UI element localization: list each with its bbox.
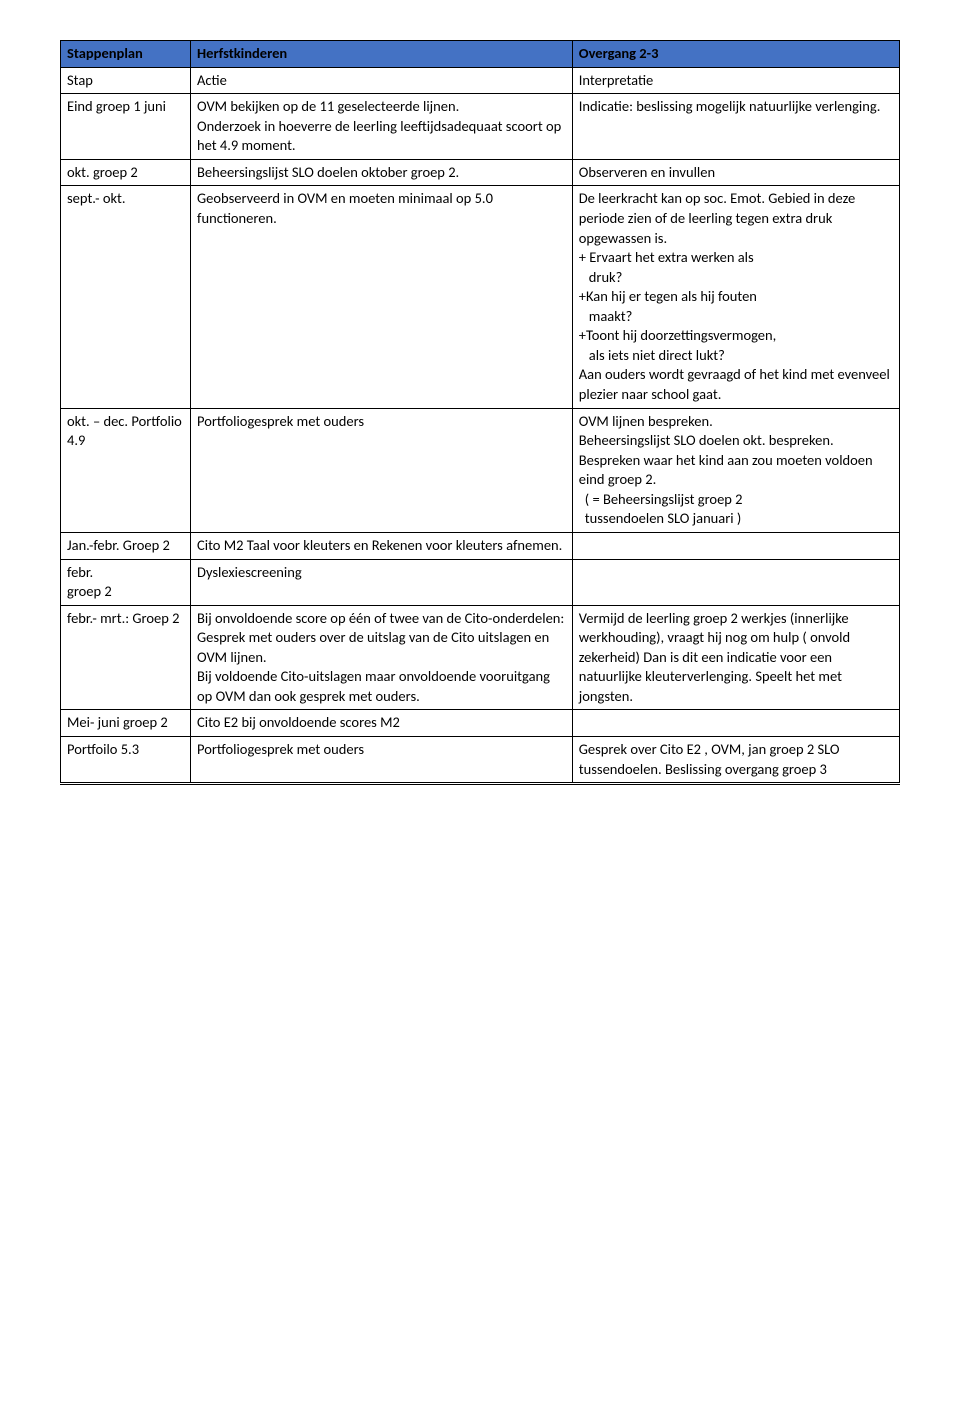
- cell-stap: Mei- juni groep 2: [61, 710, 191, 737]
- cell-interpretatie: Vermijd de leerling groep 2 werkjes (inn…: [572, 605, 899, 710]
- cell-stap: Stap: [61, 67, 191, 94]
- cell-interpretatie: Interpretatie: [572, 67, 899, 94]
- cell-interpretatie: Observeren en invullen: [572, 159, 899, 186]
- table-row: Eind groep 1 juniOVM bekijken op de 11 g…: [61, 94, 900, 160]
- cell-interpretatie: Indicatie: beslissing mogelijk natuurlij…: [572, 94, 899, 160]
- cell-actie: Portfoliogesprek met ouders: [191, 408, 573, 532]
- table-row: febr.- mrt.: Groep 2Bij onvoldoende scor…: [61, 605, 900, 710]
- table-header-row: Stappenplan Herfstkinderen Overgang 2-3: [61, 41, 900, 68]
- header-col3: Overgang 2-3: [572, 41, 899, 68]
- cell-actie: Actie: [191, 67, 573, 94]
- cell-interpretatie: De leerkracht kan op soc. Emot. Gebied i…: [572, 186, 899, 408]
- table-row: Jan.-febr. Groep 2Cito M2 Taal voor kleu…: [61, 532, 900, 559]
- table-row: sept.- okt.Geobserveerd in OVM en moeten…: [61, 186, 900, 408]
- table-row: okt. groep 2Beheersingslijst SLO doelen …: [61, 159, 900, 186]
- stappenplan-table: Stappenplan Herfstkinderen Overgang 2-3 …: [60, 40, 900, 785]
- cell-stap: Eind groep 1 juni: [61, 94, 191, 160]
- cell-interpretatie: Gesprek over Cito E2 , OVM, jan groep 2 …: [572, 737, 899, 784]
- table-row: okt. – dec. Portfolio 4.9Portfoliogespre…: [61, 408, 900, 532]
- cell-stap: okt. – dec. Portfolio 4.9: [61, 408, 191, 532]
- cell-actie: Geobserveerd in OVM en moeten minimaal o…: [191, 186, 573, 408]
- cell-interpretatie: [572, 532, 899, 559]
- table-row: febr.groep 2Dyslexiescreening: [61, 559, 900, 605]
- table-row: Mei- juni groep 2Cito E2 bij onvoldoende…: [61, 710, 900, 737]
- cell-stap: febr.- mrt.: Groep 2: [61, 605, 191, 710]
- table-row: Portfoilo 5.3Portfoliogesprek met ouders…: [61, 737, 900, 784]
- cell-stap: Jan.-febr. Groep 2: [61, 532, 191, 559]
- cell-stap: okt. groep 2: [61, 159, 191, 186]
- cell-actie: Portfoliogesprek met ouders: [191, 737, 573, 784]
- cell-actie: Cito M2 Taal voor kleuters en Rekenen vo…: [191, 532, 573, 559]
- cell-interpretatie: [572, 710, 899, 737]
- cell-actie: Bij onvoldoende score op één of twee van…: [191, 605, 573, 710]
- header-col2: Herfstkinderen: [191, 41, 573, 68]
- cell-stap: sept.- okt.: [61, 186, 191, 408]
- cell-stap: febr.groep 2: [61, 559, 191, 605]
- cell-stap: Portfoilo 5.3: [61, 737, 191, 784]
- cell-actie: OVM bekijken op de 11 geselecteerde lijn…: [191, 94, 573, 160]
- cell-interpretatie: OVM lijnen bespreken.Beheersingslijst SL…: [572, 408, 899, 532]
- table-body: StapActieInterpretatieEind groep 1 juniO…: [61, 67, 900, 784]
- cell-actie: Cito E2 bij onvoldoende scores M2: [191, 710, 573, 737]
- cell-interpretatie: [572, 559, 899, 605]
- header-col1: Stappenplan: [61, 41, 191, 68]
- table-row: StapActieInterpretatie: [61, 67, 900, 94]
- cell-actie: Dyslexiescreening: [191, 559, 573, 605]
- cell-actie: Beheersingslijst SLO doelen oktober groe…: [191, 159, 573, 186]
